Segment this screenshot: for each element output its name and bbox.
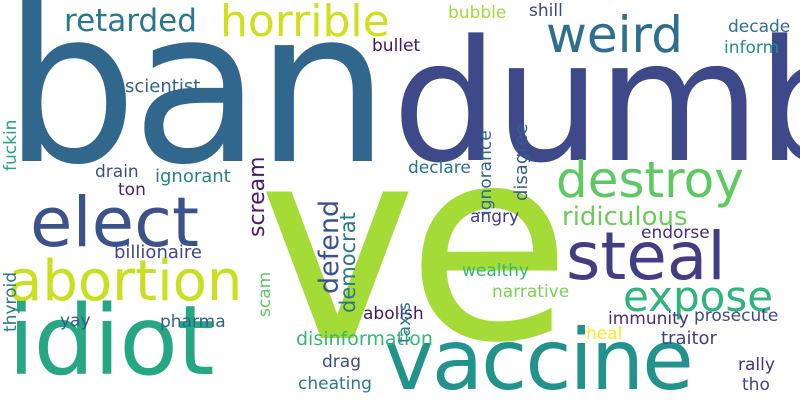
word-abortion: abortion bbox=[8, 249, 243, 314]
word-narrative: narrative bbox=[492, 282, 570, 302]
word-inform: inform bbox=[724, 38, 780, 58]
word-taxis: taxis bbox=[395, 302, 415, 343]
word-ignorant: ignorant bbox=[155, 166, 231, 187]
word-heal: heal bbox=[586, 324, 623, 344]
word-wealthy: wealthy bbox=[462, 261, 530, 281]
word-fuckin: fuckin bbox=[1, 119, 21, 171]
word-declare: declare bbox=[408, 158, 471, 178]
word-ban: ban bbox=[3, 0, 390, 211]
word-scientist: scientist bbox=[125, 76, 201, 97]
word-pharma: pharma bbox=[160, 312, 226, 332]
word-scream: scream bbox=[245, 156, 270, 237]
word-ton: ton bbox=[118, 180, 146, 200]
word-abolish: abolish bbox=[363, 304, 424, 324]
word-horrible: horrible bbox=[220, 0, 390, 47]
word-destroy: destroy bbox=[556, 151, 744, 209]
word-scam: scam bbox=[255, 271, 275, 317]
word-prosecute: prosecute bbox=[694, 306, 779, 326]
word-drain: drain bbox=[95, 162, 139, 182]
word-tho: tho bbox=[742, 375, 770, 395]
word-democrat: democrat bbox=[336, 212, 360, 313]
word-thyroid: thyroid bbox=[1, 271, 21, 332]
word-ridiculous: ridiculous bbox=[562, 202, 688, 232]
word-angry: angry bbox=[470, 207, 520, 227]
word-drag: drag bbox=[322, 352, 361, 372]
word-steal: steal bbox=[566, 218, 726, 295]
word-rally: rally bbox=[738, 355, 775, 375]
word-retarded: retarded bbox=[64, 3, 197, 39]
word-endorse: endorse bbox=[641, 223, 710, 243]
word-yay: yay bbox=[60, 311, 91, 331]
word-cheating: cheating bbox=[298, 374, 372, 394]
word-bullet: bullet bbox=[372, 36, 421, 56]
word-bubble: bubble bbox=[448, 3, 507, 23]
word-immunity: immunity bbox=[608, 309, 689, 329]
word-weird: weird bbox=[546, 6, 683, 64]
word-elect: elect bbox=[30, 183, 200, 263]
word-ve: ve bbox=[258, 90, 572, 400]
word-billionaire: billionaire bbox=[114, 242, 202, 263]
word-decade: decade bbox=[728, 17, 791, 37]
word-vaccine: vaccine bbox=[384, 311, 694, 400]
word-dumb: dumb bbox=[392, 4, 800, 200]
word-idiot: idiot bbox=[8, 285, 215, 397]
word-disinformation: disinformation bbox=[296, 328, 433, 350]
word-shill: shill bbox=[529, 1, 563, 21]
word-expose: expose bbox=[623, 272, 774, 321]
word-disagree: disagree bbox=[511, 123, 532, 201]
word-traitor: traitor bbox=[661, 328, 717, 349]
word-ignorance: ignorance bbox=[476, 130, 496, 215]
